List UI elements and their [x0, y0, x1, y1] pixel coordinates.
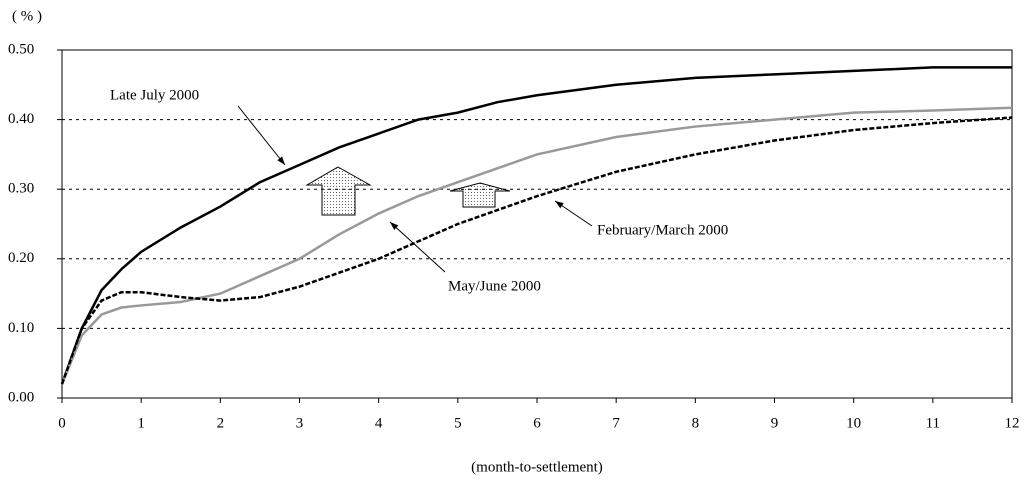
y-tick-label: 0.20: [8, 250, 34, 266]
x-tick-label: 6: [533, 415, 541, 431]
x-axis-label: (month-to-settlement): [471, 459, 603, 475]
y-tick-label: 0.00: [8, 389, 34, 405]
y-tick-label: 0.30: [8, 181, 34, 197]
series-annotation: February/March 2000: [597, 222, 728, 238]
x-tick-label: 2: [217, 415, 225, 431]
x-tick-label: 7: [612, 415, 620, 431]
x-tick-label: 10: [846, 415, 861, 431]
x-tick-label: 3: [296, 415, 304, 431]
plot-frame: [61, 49, 1013, 399]
shift-arrow: [305, 166, 372, 216]
x-tick-label: 0: [58, 415, 66, 431]
x-tick-label: 11: [926, 415, 940, 431]
annotation-arrow: [389, 221, 446, 273]
y-tick-label: 0.40: [8, 111, 34, 127]
series-line: [60, 106, 1013, 385]
x-tick-label: 9: [771, 415, 779, 431]
annotation-arrowhead: [390, 222, 399, 230]
annotation-arrowhead: [277, 156, 285, 165]
annotation-arrowhead: [555, 201, 564, 209]
y-axis-label: ( % ): [12, 8, 42, 24]
y-tick-label: 0.10: [8, 320, 34, 336]
series-annotation: Late July 2000: [110, 87, 199, 103]
series-line: [60, 66, 1012, 385]
x-tick-label: 1: [137, 415, 145, 431]
x-tick-label: 4: [375, 415, 383, 431]
y-tick-label: 0.50: [8, 41, 34, 57]
x-tick-label: 5: [454, 415, 462, 431]
shift-arrow: [449, 182, 511, 208]
x-tick-label: 12: [1005, 415, 1020, 431]
annotation-arrow: [237, 105, 286, 166]
series-line: [60, 116, 1013, 385]
series-annotation: May/June 2000: [448, 278, 541, 294]
x-tick-label: 8: [692, 415, 700, 431]
